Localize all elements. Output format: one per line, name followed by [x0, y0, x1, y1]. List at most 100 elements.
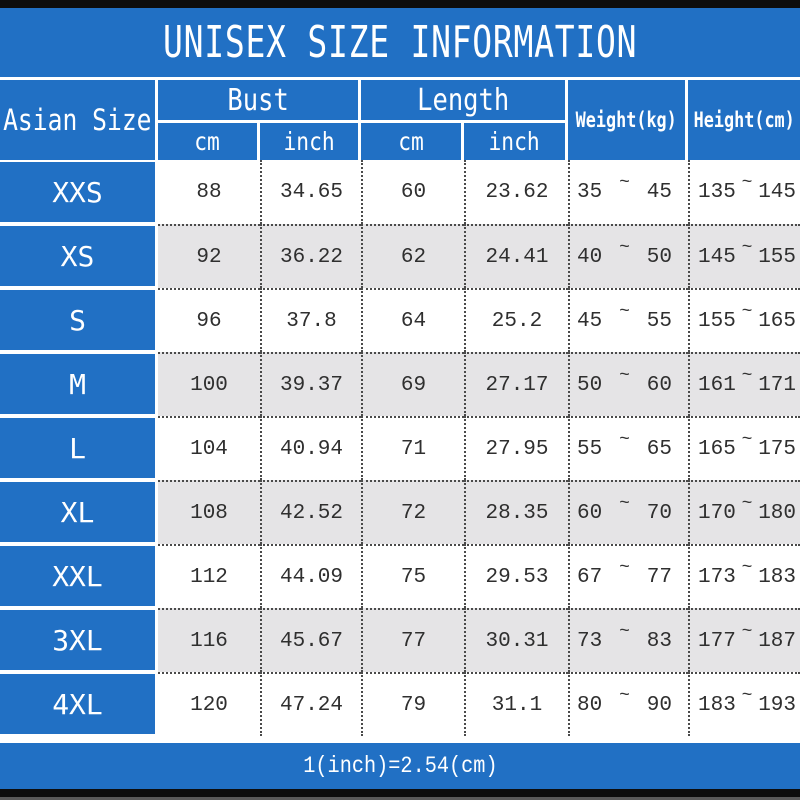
range-tilde-icon: ~	[741, 622, 753, 642]
size-label: M	[0, 352, 158, 416]
height-max: 180	[758, 501, 796, 525]
height-max: 183	[758, 565, 796, 589]
height-range: 155 ~165	[688, 288, 800, 352]
weight-max: 70	[646, 501, 672, 525]
conversion-note: 1(inch)=2.54(cm)	[302, 753, 498, 779]
range-tilde-icon: ~	[619, 686, 630, 706]
range-tilde-icon: ~	[619, 366, 630, 386]
header-bust-cm-label: cm	[194, 127, 221, 156]
height-min: 183	[698, 693, 736, 717]
height-range: 135 ~145	[688, 160, 800, 224]
table-row: S 96 37.8 64 25.2 45 ~55 155 ~165	[0, 288, 800, 352]
range-tilde-icon: ~	[741, 494, 753, 514]
height-range: 161 ~171	[688, 352, 800, 416]
size-label: XL	[0, 480, 158, 544]
bust-cm-value: 116	[158, 608, 260, 672]
length-inch-value: 23.62	[464, 160, 568, 224]
header-length-label: Length	[416, 82, 510, 118]
length-inch-value: 31.1	[464, 672, 568, 736]
range-tilde-icon: ~	[619, 430, 630, 450]
header-weight: Weight(kg)	[568, 80, 685, 160]
bust-cm-value: 92	[158, 224, 260, 288]
height-min: 161	[698, 373, 736, 397]
chart-title: UNISEX SIZE INFORMATION	[162, 17, 638, 68]
bust-inch-value: 45.67	[260, 608, 361, 672]
bust-inch-value: 39.37	[260, 352, 361, 416]
range-tilde-icon: ~	[741, 430, 753, 450]
length-cm-value: 72	[361, 480, 464, 544]
top-border-bar	[0, 0, 800, 8]
height-max: 175	[758, 437, 796, 461]
length-cm-value: 77	[361, 608, 464, 672]
height-range: 177 ~187	[688, 608, 800, 672]
height-max: 187	[758, 629, 796, 653]
footer-note-band: 1(inch)=2.54(cm)	[0, 743, 800, 789]
length-inch-value: 29.53	[464, 544, 568, 608]
height-max: 155	[758, 245, 796, 269]
weight-range: 40 ~50	[568, 224, 688, 288]
height-max: 171	[758, 373, 796, 397]
header-length-cm-label: cm	[398, 127, 424, 156]
height-max: 145	[758, 180, 796, 204]
height-min: 165	[698, 437, 736, 461]
bust-cm-value: 112	[158, 544, 260, 608]
weight-max: 60	[646, 373, 672, 397]
bust-inch-value: 37.8	[260, 288, 361, 352]
length-inch-value: 25.2	[464, 288, 568, 352]
weight-range: 45 ~55	[568, 288, 688, 352]
header-asian-size: Asian Size	[0, 80, 155, 160]
weight-min: 80	[577, 693, 603, 717]
bust-inch-value: 44.09	[260, 544, 361, 608]
height-range: 170 ~180	[688, 480, 800, 544]
range-tilde-icon: ~	[619, 173, 630, 193]
bust-cm-value: 108	[158, 480, 260, 544]
range-tilde-icon: ~	[741, 686, 753, 706]
table-row: XXS 88 34.65 60 23.62 35 ~45 135 ~145	[0, 160, 800, 224]
weight-min: 40	[577, 245, 603, 269]
weight-range: 50 ~60	[568, 352, 688, 416]
weight-min: 45	[577, 309, 603, 333]
weight-max: 45	[646, 180, 672, 204]
title-band: UNISEX SIZE INFORMATION	[0, 8, 800, 77]
height-min: 170	[698, 501, 736, 525]
length-inch-value: 28.35	[464, 480, 568, 544]
length-cm-value: 69	[361, 352, 464, 416]
range-tilde-icon: ~	[741, 173, 753, 193]
height-range: 173 ~183	[688, 544, 800, 608]
weight-max: 77	[646, 565, 672, 589]
size-label: XS	[0, 224, 158, 288]
length-cm-value: 75	[361, 544, 464, 608]
table-header: Asian Size Bust Length cm inch cm inch W…	[0, 80, 800, 160]
table-row: 3XL 116 45.67 77 30.31 73 ~83 177 ~187	[0, 608, 800, 672]
length-inch-value: 30.31	[464, 608, 568, 672]
range-tilde-icon: ~	[741, 238, 753, 258]
header-bust-inch-label: inch	[283, 127, 335, 156]
header-height: Height(cm)	[688, 80, 800, 160]
length-inch-value: 24.41	[464, 224, 568, 288]
height-min: 177	[698, 629, 736, 653]
weight-range: 60 ~70	[568, 480, 688, 544]
range-tilde-icon: ~	[619, 558, 630, 578]
header-length-inch: inch	[464, 123, 565, 160]
height-range: 183 ~193	[688, 672, 800, 736]
height-max: 165	[758, 309, 796, 333]
height-min: 145	[698, 245, 736, 269]
height-range: 145 ~155	[688, 224, 800, 288]
range-tilde-icon: ~	[619, 494, 630, 514]
height-range: 165 ~175	[688, 416, 800, 480]
weight-max: 65	[646, 437, 672, 461]
range-tilde-icon: ~	[619, 302, 630, 322]
bust-inch-value: 34.65	[260, 160, 361, 224]
weight-range: 73 ~83	[568, 608, 688, 672]
bottom-border-bar	[0, 789, 800, 797]
size-label: L	[0, 416, 158, 480]
table-row: L 104 40.94 71 27.95 55 ~65 165 ~175	[0, 416, 800, 480]
table-row: XS 92 36.22 62 24.41 40 ~50 145 ~155	[0, 224, 800, 288]
header-length-inch-label: inch	[488, 127, 541, 156]
table-row: XL 108 42.52 72 28.35 60 ~70 170 ~180	[0, 480, 800, 544]
bust-inch-value: 47.24	[260, 672, 361, 736]
weight-min: 50	[577, 373, 603, 397]
height-min: 173	[698, 565, 736, 589]
weight-max: 50	[646, 245, 672, 269]
bust-cm-value: 96	[158, 288, 260, 352]
